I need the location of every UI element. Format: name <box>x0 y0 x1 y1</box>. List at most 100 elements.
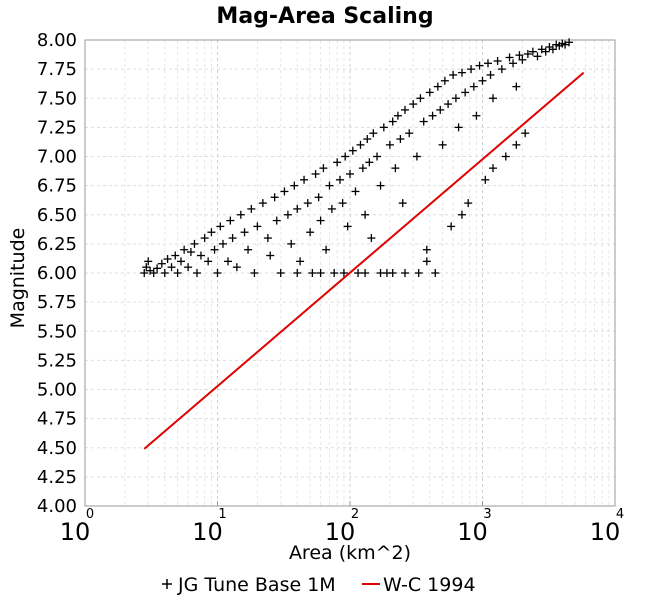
scatter-point <box>478 76 487 85</box>
scatter-point <box>160 269 169 277</box>
scatter-point <box>469 82 478 91</box>
scatter-point <box>180 245 189 254</box>
scatter-point <box>438 140 447 149</box>
scatter-point <box>258 199 267 208</box>
scatter-point <box>523 49 532 58</box>
scatter-point <box>367 234 376 243</box>
scatter-point <box>486 70 495 79</box>
scatter-point <box>488 94 497 103</box>
scatter-point <box>142 263 151 272</box>
scatter-point <box>144 257 153 266</box>
scatter-point <box>316 216 325 225</box>
legend-item-scatter: JG Tune Base 1M <box>162 574 336 596</box>
scatter-point <box>173 269 182 277</box>
scatter-point <box>339 269 348 277</box>
scatter-point <box>280 187 289 196</box>
scatter-point <box>419 117 428 126</box>
scatter-point <box>565 38 574 47</box>
scatter-point <box>210 245 219 254</box>
scatter-point <box>454 123 463 132</box>
y-tick-label: 4.00 <box>37 496 77 517</box>
scatter-point <box>276 269 285 277</box>
x-tick-exponent: 0 <box>86 507 94 522</box>
scatter-point <box>373 152 382 161</box>
y-tick-label: 5.75 <box>37 292 77 313</box>
scatter-point <box>512 140 521 149</box>
x-tick-label: 10 <box>60 518 91 546</box>
legend: JG Tune Base 1M W-C 1994 <box>162 574 476 596</box>
scatter-point <box>213 269 222 277</box>
data-layer <box>140 38 585 450</box>
scatter-point <box>428 111 437 120</box>
scatter-point <box>447 222 456 231</box>
scatter-point <box>521 129 530 138</box>
scatter-point <box>541 47 550 56</box>
scatter-point <box>272 216 281 225</box>
scatter-point <box>481 175 490 184</box>
scatter-point <box>414 269 423 277</box>
scatter-point <box>343 222 352 231</box>
scatter-point <box>348 146 357 155</box>
y-tick-label: 4.50 <box>37 438 77 459</box>
scatter-point <box>244 245 253 254</box>
scatter-point <box>358 164 367 173</box>
scatter-point <box>290 181 299 190</box>
scatter-point <box>319 164 328 173</box>
scatter-point <box>346 169 354 178</box>
y-tick-layer: 4.00 4.25 4.50 4.75 5.00 5.25 5.50 5.75 6.00 6.25… <box>37 30 77 517</box>
y-tick-label: 7.75 <box>37 59 77 80</box>
scatter-point <box>497 65 506 74</box>
scatter-point <box>314 193 323 202</box>
scatter-point <box>351 187 360 196</box>
scatter-point <box>515 51 524 60</box>
scatter-point <box>300 175 309 184</box>
scatter-point <box>308 269 317 277</box>
scatter-point <box>440 76 449 85</box>
scatter-point <box>196 251 205 260</box>
x-tick-label: 10 <box>457 518 488 546</box>
wc1994-line <box>143 71 585 450</box>
scatter-point <box>433 82 442 91</box>
scatter-point <box>361 210 370 219</box>
scatter-point <box>363 135 372 144</box>
scatter-point <box>283 210 292 219</box>
scatter-point <box>405 129 414 138</box>
scatter-point <box>167 263 176 272</box>
y-tick-label: 5.50 <box>37 321 77 342</box>
scatter-point <box>444 100 453 109</box>
legend-item-line: W-C 1994 <box>362 574 476 596</box>
scatter-point <box>186 248 195 257</box>
scatter-point <box>467 65 476 74</box>
scatter-point <box>293 269 302 277</box>
scatter-point <box>218 239 227 248</box>
scatter-point <box>153 264 162 273</box>
chart-title: Mag-Area Scaling <box>216 4 433 29</box>
scatter-point <box>493 56 502 65</box>
scatter-point <box>192 269 201 277</box>
scatter-point <box>475 61 484 70</box>
y-tick-label: 5.00 <box>37 380 77 401</box>
scatter-point <box>204 257 213 266</box>
scatter-point <box>409 100 418 109</box>
scatter-point <box>356 140 365 149</box>
y-tick-label: 7.25 <box>37 117 77 138</box>
y-tick-label: 4.25 <box>37 467 77 488</box>
scatter-point <box>226 216 235 225</box>
x-tick-label: 10 <box>325 518 356 546</box>
scatter-point <box>176 257 185 266</box>
scatter-point <box>376 181 385 190</box>
scatter-point <box>163 255 172 264</box>
scatter-point <box>388 117 397 126</box>
scatter-point <box>400 269 409 277</box>
x-tick-label: 10 <box>192 518 223 546</box>
scatter-point <box>171 251 180 260</box>
scatter-point <box>247 204 256 213</box>
y-tick-label: 4.75 <box>37 409 77 430</box>
scatter-point <box>461 88 470 97</box>
scatter-point <box>457 210 466 219</box>
y-axis-label: Magnitude <box>7 228 29 329</box>
legend-label-line: W-C 1994 <box>383 574 476 596</box>
scatter-point <box>190 239 199 248</box>
